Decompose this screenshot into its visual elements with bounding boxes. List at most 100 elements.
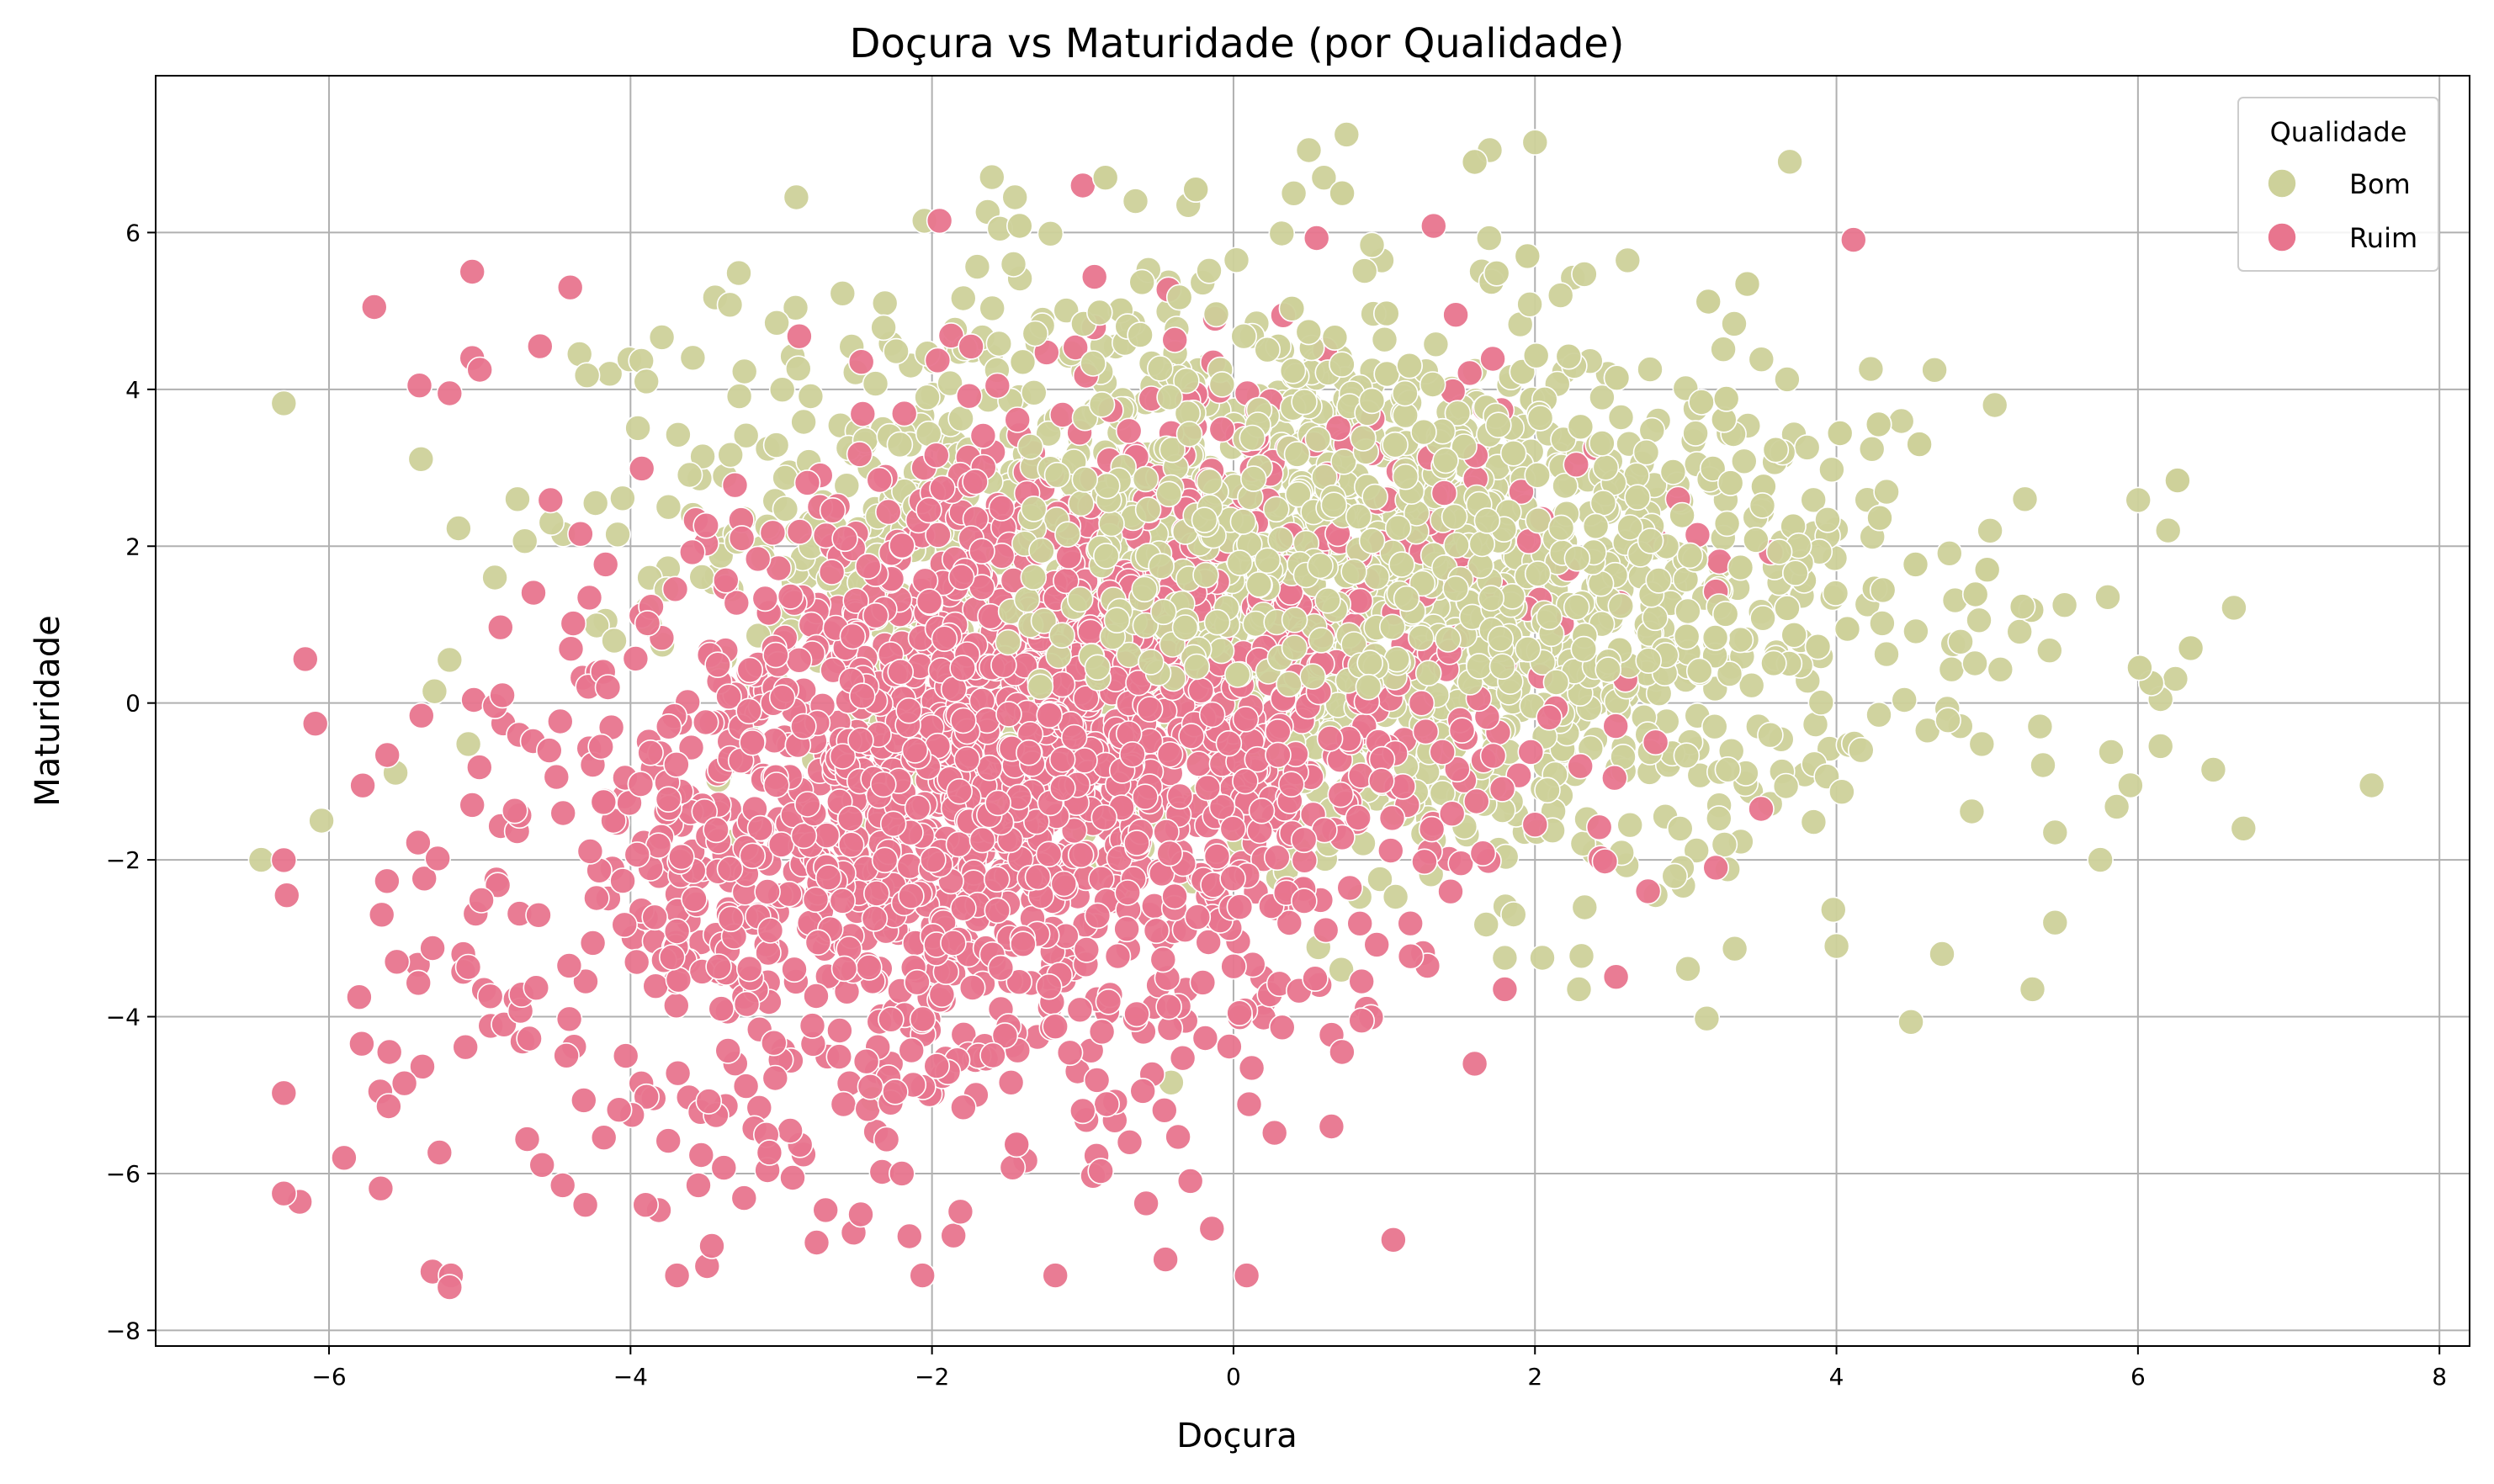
point-bom — [1328, 956, 1355, 983]
point-bom — [1624, 484, 1651, 511]
point-bom — [1934, 707, 1961, 734]
point-ruim — [923, 442, 950, 469]
point-ruim — [1444, 755, 1471, 783]
point-ruim — [1748, 795, 1775, 823]
point-bom — [1701, 713, 1728, 740]
point-bom — [1473, 507, 1501, 534]
point-ruim — [987, 954, 1015, 982]
point-bom — [1131, 575, 1158, 603]
point-ruim — [1447, 850, 1474, 877]
point-ruim — [637, 739, 664, 766]
point-ruim — [904, 794, 931, 822]
point-bom — [1674, 955, 1701, 983]
point-ruim — [790, 713, 817, 740]
point-ruim — [1411, 848, 1438, 876]
point-ruim — [1198, 701, 1226, 729]
point-ruim — [735, 697, 762, 725]
point-ruim — [1035, 973, 1063, 1000]
point-bom — [2030, 751, 2056, 779]
point-ruim — [1119, 740, 1146, 768]
point-bom — [1635, 647, 1662, 675]
point-ruim — [818, 559, 846, 586]
point-bom — [1461, 148, 1488, 176]
point-ruim — [1517, 739, 1545, 766]
point-ruim — [611, 911, 639, 939]
point-bom — [1224, 661, 1251, 688]
point-ruim — [976, 754, 1003, 782]
point-bom — [1028, 537, 1055, 564]
point-bom — [2051, 591, 2078, 619]
point-bom — [829, 279, 857, 307]
y-tick-label: −4 — [106, 1004, 141, 1031]
legend-marker-ruim — [2267, 222, 2297, 252]
point-bom — [1373, 360, 1400, 388]
point-bom — [665, 421, 692, 448]
point-ruim — [947, 1198, 974, 1226]
point-bom — [2164, 467, 2191, 494]
point-bom — [2177, 634, 2205, 662]
point-bom — [1673, 623, 1701, 650]
point-bom — [1637, 356, 1664, 383]
point-bom — [1695, 288, 1722, 315]
point-bom — [1981, 391, 2008, 419]
point-ruim — [633, 1083, 661, 1110]
point-bom — [762, 432, 790, 458]
point-bom — [1358, 527, 1386, 554]
point-ruim — [609, 867, 636, 894]
point-bom — [1804, 633, 1832, 660]
point-ruim — [692, 511, 720, 539]
point-ruim — [889, 1160, 915, 1187]
point-bom — [1314, 586, 1341, 614]
point-ruim — [1290, 826, 1318, 854]
point-ruim — [526, 332, 554, 360]
point-bom — [1006, 212, 1033, 240]
point-ruim — [1048, 670, 1076, 698]
x-tick-label: 0 — [1226, 1363, 1241, 1391]
point-ruim — [1219, 815, 1247, 843]
point-bom — [1774, 366, 1801, 393]
point-bom — [1669, 501, 1695, 529]
point-ruim — [1095, 988, 1122, 1015]
point-ruim — [390, 1069, 418, 1097]
point-bom — [676, 461, 703, 489]
point-ruim — [571, 1191, 599, 1218]
point-ruim — [1226, 999, 1253, 1026]
point-bom — [1547, 514, 1575, 542]
point-bom — [1279, 357, 1307, 384]
point-ruim — [301, 710, 329, 738]
point-bom — [1299, 663, 1326, 690]
point-ruim — [1194, 774, 1221, 802]
point-ruim — [708, 995, 735, 1022]
point-ruim — [555, 952, 583, 979]
point-bom — [1355, 673, 1382, 701]
point-ruim — [732, 1073, 760, 1100]
point-bom — [1295, 318, 1323, 346]
point-ruim — [1069, 172, 1096, 199]
point-ruim — [854, 1095, 881, 1123]
point-bom — [1037, 220, 1064, 247]
point-bom — [2008, 593, 2036, 620]
point-ruim — [799, 1012, 826, 1039]
point-bom — [1733, 270, 1761, 298]
x-tick-label: 8 — [2432, 1363, 2447, 1391]
point-bom — [1589, 490, 1617, 517]
x-tick-label: −2 — [915, 1363, 949, 1391]
point-bom — [1833, 615, 1861, 643]
point-ruim — [1397, 909, 1424, 937]
point-ruim — [1318, 1113, 1345, 1140]
point-ruim — [1056, 1039, 1084, 1067]
y-tick-label: 4 — [125, 376, 141, 404]
point-ruim — [716, 856, 744, 882]
point-ruim — [459, 258, 486, 285]
point-bom — [1410, 418, 1437, 446]
point-bom — [1818, 456, 1845, 484]
point-bom — [1592, 453, 1620, 481]
point-bom — [963, 253, 991, 280]
point-bom — [1727, 554, 1754, 581]
point-ruim — [1023, 808, 1050, 835]
point-ruim — [777, 583, 804, 610]
point-ruim — [1010, 930, 1037, 957]
point-ruim — [904, 968, 931, 996]
point-ruim — [270, 1179, 298, 1207]
point-ruim — [1165, 1123, 1191, 1151]
